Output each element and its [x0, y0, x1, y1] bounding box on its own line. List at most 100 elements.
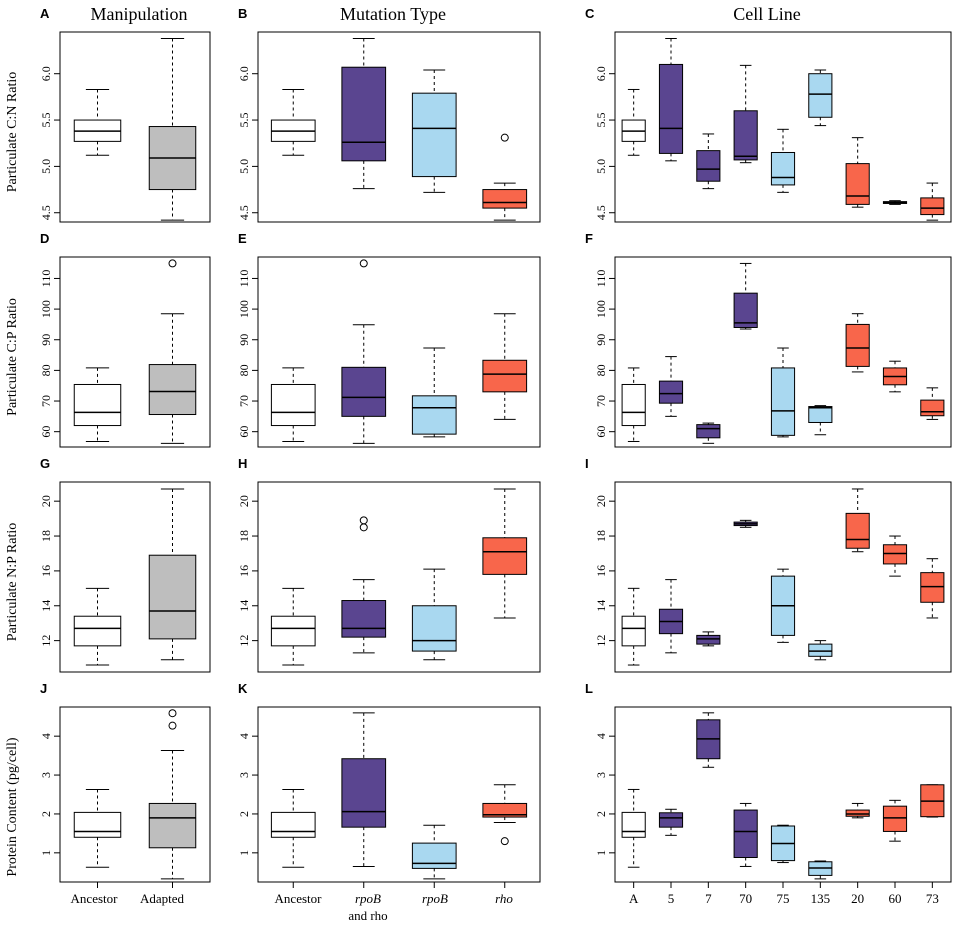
box-ancestor	[73, 367, 122, 442]
box-60	[882, 200, 908, 205]
box-rpob-and-rho	[341, 516, 387, 654]
y-tick-label: 2	[237, 811, 251, 817]
xlabel-ancestor: Ancestor	[71, 891, 119, 906]
box-70	[733, 262, 758, 330]
y-tick-label: 20	[594, 495, 608, 507]
y-tick-label: 60	[237, 426, 251, 438]
y-tick-label: 16	[39, 565, 53, 577]
y-tick-label: 5.5	[237, 113, 251, 128]
box-73	[920, 182, 945, 221]
box-iqr	[411, 605, 457, 652]
outlier-point	[500, 837, 509, 846]
box-iqr	[341, 600, 387, 638]
y-tick-label: 16	[594, 565, 608, 577]
xlabel-cell-a: A	[629, 891, 639, 906]
y-tick-label: 90	[594, 334, 608, 346]
panel-label-j: J	[40, 681, 47, 696]
column-title-mutation-type: Mutation Type	[340, 4, 446, 24]
y-tick-label: 5.5	[594, 113, 608, 128]
box-iqr	[658, 812, 684, 828]
box-rpob	[411, 824, 457, 880]
box-ancestor	[270, 587, 316, 666]
box-iqr	[482, 359, 528, 393]
box-iqr	[73, 811, 122, 838]
panel-c: C 4.5 5.0 5.5 6.0	[585, 6, 952, 223]
box-iqr	[270, 383, 316, 427]
box-5	[658, 37, 684, 162]
panel-e: E 60 70 80 90 100 110	[237, 231, 541, 448]
box-iqr	[808, 643, 833, 657]
y-tick-label: 60	[594, 426, 608, 438]
y-tick-label: 6.0	[39, 66, 53, 81]
y-tick-label: 110	[237, 270, 251, 288]
box-rho	[482, 488, 528, 619]
box-75	[770, 568, 796, 643]
box-iqr	[341, 66, 387, 162]
box-adapted	[148, 488, 197, 661]
box-iqr	[411, 92, 457, 178]
xlabel-mut-ancestor: Ancestor	[275, 891, 323, 906]
panel-i: I 12 14 16 18 20	[585, 456, 952, 673]
box-iqr	[696, 634, 721, 645]
box-20	[845, 313, 870, 373]
outlier-point	[359, 259, 368, 268]
ylabel-cn-ratio: Particulate C:N Ratio	[5, 72, 20, 193]
panel-label-k: K	[238, 681, 248, 696]
box-rpob-and-rho	[341, 37, 387, 190]
panel-frame	[59, 481, 211, 673]
box-iqr	[920, 399, 945, 417]
xlabel-cell-7: 7	[705, 891, 712, 906]
y-tick-label: 5.0	[594, 159, 608, 174]
y-tick-label: 6.0	[237, 66, 251, 81]
box-iqr	[808, 73, 833, 118]
ylabel-np-ratio: Particulate N:P Ratio	[5, 523, 20, 641]
panel-frame	[257, 706, 541, 883]
outlier-point	[359, 523, 368, 532]
y-tick-label: 4.5	[237, 205, 251, 220]
box-ancestor	[73, 788, 122, 868]
y-tick-label: 14	[237, 600, 251, 612]
panel-a: A 4.5 5.0 5.5 6.0	[39, 6, 211, 223]
box-iqr	[148, 364, 197, 416]
box-75	[770, 347, 796, 438]
box-adapted	[148, 37, 197, 221]
box-iqr	[73, 383, 122, 427]
box-75	[770, 128, 796, 193]
box-7	[696, 631, 721, 647]
box-60	[882, 360, 908, 393]
box-ancestor	[73, 587, 122, 666]
panel-frame	[59, 256, 211, 448]
y-tick-label: 4.5	[39, 205, 53, 220]
box-iqr	[148, 554, 197, 640]
panel-label-d: D	[40, 231, 49, 246]
y-tick-label: 100	[594, 300, 608, 318]
box-ancestor	[270, 788, 316, 868]
xlabel-cell-135: 135	[811, 891, 831, 906]
y-tick-label: 18	[237, 530, 251, 542]
box-iqr	[696, 424, 721, 439]
y-tick-label: 12	[594, 635, 608, 647]
box-rpob	[411, 568, 457, 661]
panel-g: G 12 14 16 18 20	[39, 456, 211, 673]
box-a	[621, 788, 646, 868]
y-tick-label: 90	[39, 334, 53, 346]
panel-label-b: B	[238, 6, 247, 21]
box-135	[808, 640, 833, 661]
panel-label-h: H	[238, 456, 247, 471]
y-tick-label: 5.0	[237, 159, 251, 174]
panel-label-a: A	[40, 6, 50, 21]
box-7	[696, 422, 721, 444]
panel-l: L 1 2 3 4	[585, 681, 952, 888]
y-tick-label: 70	[39, 395, 53, 407]
box-rpob	[411, 69, 457, 193]
box-a	[621, 367, 646, 442]
xlabel-rho: rho	[495, 891, 513, 906]
outlier-point	[168, 721, 177, 730]
ylabel-protein-content: Protein Content (pg/cell)	[5, 737, 20, 877]
y-tick-label: 20	[39, 495, 53, 507]
panel-h: H 12 14 16 18 20	[237, 456, 541, 673]
box-iqr	[482, 537, 528, 575]
box-iqr	[482, 189, 528, 209]
y-tick-label: 14	[39, 600, 53, 612]
xlabel-rpob: rpoB	[422, 891, 448, 906]
